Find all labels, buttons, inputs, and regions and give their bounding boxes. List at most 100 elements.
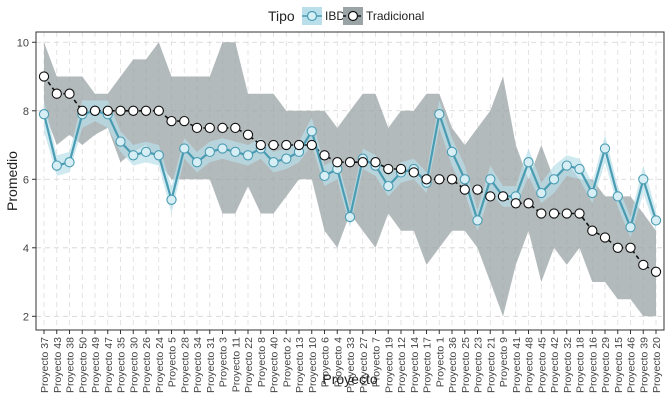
point-ibd [281,153,292,164]
point-tradicional [204,122,215,134]
point-ibd [140,146,152,158]
point-tradicional [536,208,547,219]
x-tick-label: Proyecto 7 [371,337,383,387]
x-tick-label: Proyecto 49 [90,337,102,393]
x-tick-label: Proyecto 10 [307,337,319,393]
point-tradicional [268,139,279,151]
point-tradicional [434,174,445,185]
x-tick-label: Proyecto 46 [626,337,638,393]
point-tradicional [472,184,483,195]
x-tick-label: Proyecto 3 [218,337,230,387]
point-tradicional [497,191,509,202]
band-tradicional [44,42,656,317]
x-tick-label: Proyecto 4 [332,337,344,387]
x-tick-label: Proyecto 48 [524,337,536,393]
point-ibd [344,211,356,223]
legend-label-ibd: IBD [325,9,345,23]
legend-swatch-marker-ibd [306,10,318,22]
x-tick-label: Proyecto 13 [294,337,306,393]
point-ibd [485,174,496,185]
point-tradicional [230,122,241,134]
point-tradicional [140,105,152,116]
point-ibd [625,222,636,233]
x-tick-label: Proyecto 18 [575,337,587,393]
point-tradicional [421,174,432,185]
x-tick-label: Proyecto 32 [562,337,574,393]
x-tick-label: Proyecto 29 [600,337,612,393]
x-axis: Proyecto 37 Proyecto 43 Proyecto 38 Proyect… [39,330,663,393]
x-tick-label: Proyecto 2 [281,337,293,387]
x-tick-label: Proyecto 38 [65,337,77,393]
x-tick-label: Proyecto 19 [383,337,395,393]
x-tick-label: Proyecto 40 [269,337,281,393]
point-ibd [268,157,279,168]
y-tick-label: 6 [23,174,29,186]
x-tick-label: Proyecto 1 [434,337,446,387]
x-tick-label: Proyecto 14 [409,337,421,393]
point-tradicional [332,157,343,168]
x-tick-label: Proyecto 45 [536,337,548,393]
x-tick-label: Proyecto 31 [205,337,217,393]
point-ibd [319,170,330,182]
x-axis-title: Proyecto [322,371,377,387]
band-ibd [44,100,656,238]
point-ibd [548,174,560,185]
x-tick-label: Proyecto 16 [587,337,599,393]
x-tick-label: Proyecto 6 [320,337,332,387]
x-tick-label: Proyecto 25 [460,337,472,393]
legend-swatch-marker-tradicional [347,10,359,22]
point-tradicional [599,232,611,243]
point-tradicional [115,105,126,116]
point-tradicional [38,71,50,82]
point-tradicional [370,157,381,168]
x-tick-label: Proyecto 27 [358,337,370,393]
point-tradicional [306,139,317,151]
x-tick-label: Proyecto 50 [77,337,89,393]
point-tradicional [64,88,75,99]
point-tradicional [459,184,470,195]
point-ibd [217,143,228,154]
legend-label-tradicional: Tradicional [366,9,424,23]
point-tradicional [217,122,228,134]
x-tick-label: Proyecto 47 [103,337,115,393]
point-ibd [523,157,534,168]
point-ibd [153,150,164,161]
point-tradicional [191,122,203,134]
point-ibd [306,126,317,137]
point-tradicional [408,167,419,178]
point-ibd [64,157,75,168]
point-tradicional [128,105,139,116]
point-tradicional [638,259,649,271]
x-tick-label: Proyecto 36 [447,337,459,393]
x-tick-label: Proyecto 26 [141,337,153,393]
x-tick-label: Proyecto 9 [498,337,510,387]
point-tradicional [89,105,101,116]
point-tradicional [523,198,534,209]
point-ibd [561,160,572,171]
x-tick-label: Proyecto 23 [473,337,485,393]
point-ibd [638,174,649,185]
point-tradicional [255,139,266,151]
point-tradicional [383,163,394,175]
point-tradicional [548,208,560,219]
point-tradicional [153,105,164,116]
point-tradicional [446,174,458,185]
x-tick-label: Proyecto 41 [511,337,523,393]
point-ibd [574,163,585,175]
legend-item-ibd: IBD [302,7,345,25]
point-ibd [38,109,50,120]
point-ibd [191,157,203,168]
point-ibd [115,136,126,147]
point-ibd [383,180,394,192]
point-ibd [230,146,241,158]
x-tick-label: Proyecto 34 [192,337,204,393]
point-ibd [179,143,190,154]
point-tradicional [319,150,330,161]
x-tick-label: Proyecto 33 [345,337,357,393]
x-tick-label: Proyecto 35 [116,337,128,393]
y-axis-title: Promedio [4,151,20,211]
point-ibd [599,143,611,154]
point-ibd [536,187,547,199]
point-tradicional [242,129,254,140]
